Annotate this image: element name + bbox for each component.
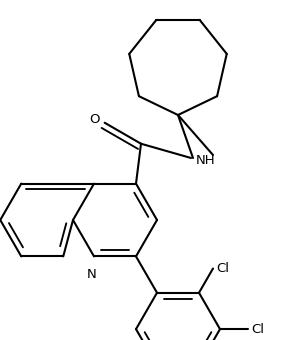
- Text: NH: NH: [196, 153, 215, 167]
- Text: Cl: Cl: [251, 323, 264, 336]
- Text: N: N: [87, 268, 97, 282]
- Text: O: O: [89, 113, 100, 126]
- Text: Cl: Cl: [216, 262, 229, 275]
